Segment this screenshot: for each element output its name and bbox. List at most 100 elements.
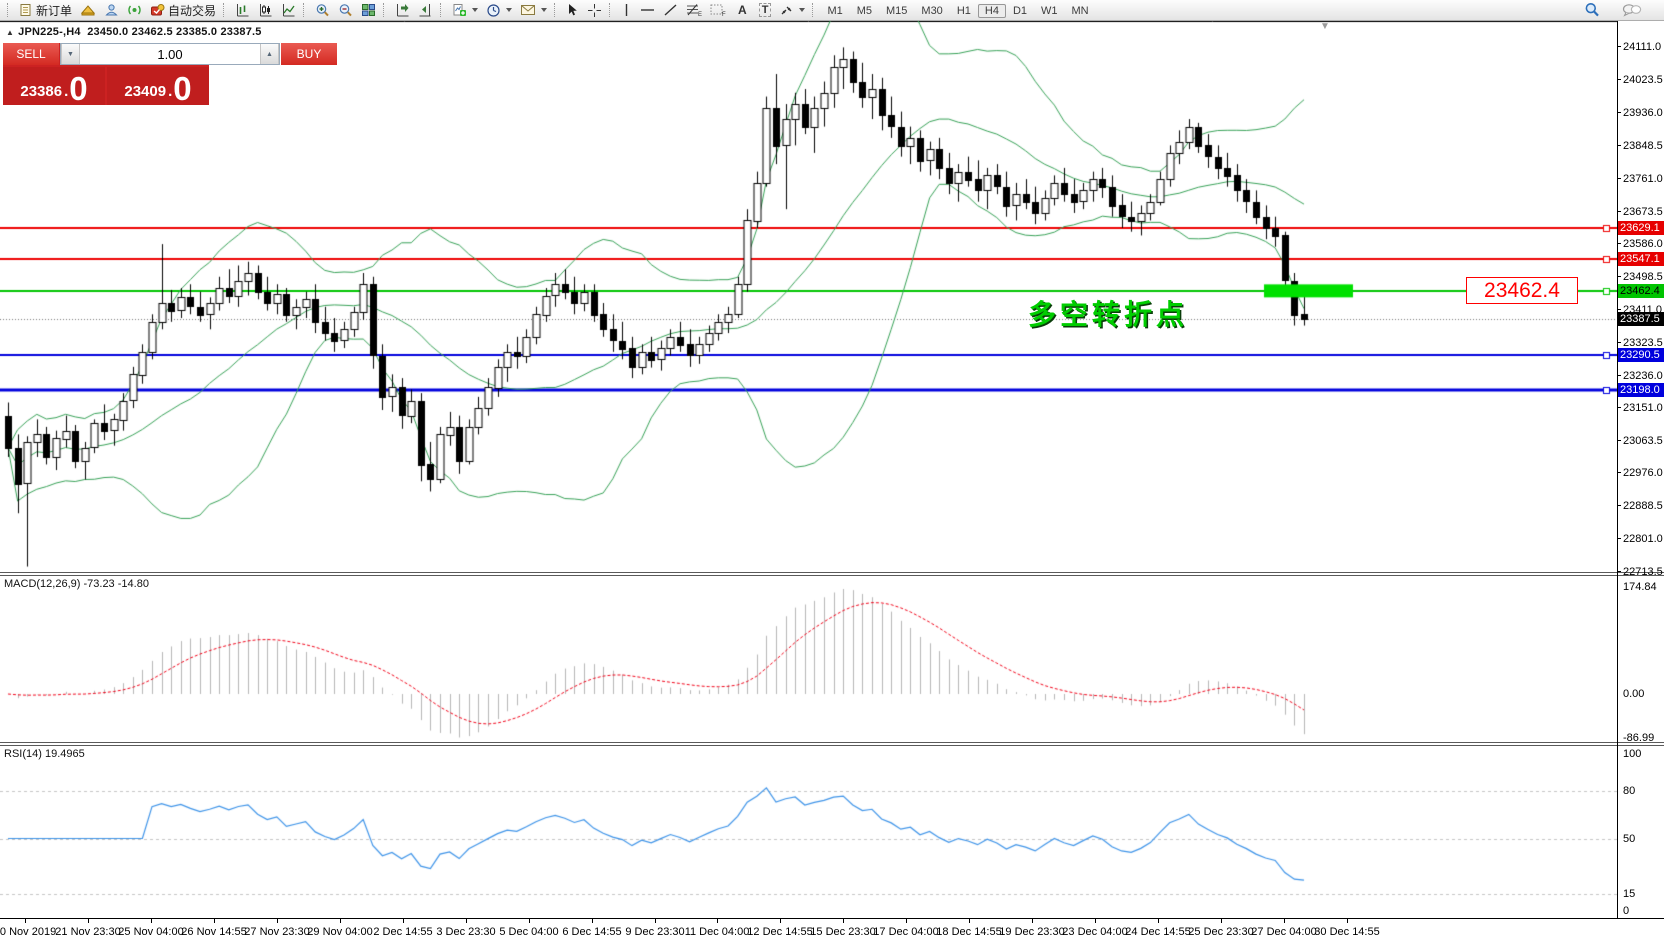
timeframe-w1-button[interactable]: W1 <box>1041 5 1058 17</box>
svg-text:F: F <box>722 12 726 17</box>
price-callout-label[interactable]: 23462.4 <box>1466 277 1578 304</box>
volume-decrease-button[interactable]: ▼ <box>61 44 80 64</box>
tile-windows-button[interactable] <box>357 1 380 20</box>
timeframe-m5-button[interactable]: M5 <box>856 5 872 17</box>
chat-button[interactable] <box>1618 1 1646 20</box>
time-axis-label: 3 Dec 23:30 <box>436 926 496 938</box>
volume-input[interactable] <box>80 44 260 64</box>
time-axis-tick <box>843 919 844 923</box>
time-axis-tick <box>1095 919 1096 923</box>
zoom-out-icon <box>339 3 352 16</box>
buy-button[interactable]: BUY <box>281 43 337 65</box>
vertical-line-button[interactable] <box>617 1 636 20</box>
time-axis-tick <box>88 919 89 923</box>
time-axis[interactable]: 20 Nov 2019 21 Nov 23:30 25 Nov 04:00 26 No… <box>0 918 1664 946</box>
candlestick-chart-icon <box>260 4 272 17</box>
timeframe-h1-button[interactable]: H1 <box>956 5 971 17</box>
chart-shift-button[interactable] <box>414 1 437 20</box>
time-axis-tick <box>1347 919 1348 923</box>
price-axis-label: 23236.0 <box>1617 369 1663 382</box>
crosshair-button[interactable] <box>583 1 606 20</box>
toolbar-grip <box>303 3 306 17</box>
price-axis-label: 23063.5 <box>1617 434 1663 447</box>
timeframe-h4-button[interactable]: H4 <box>977 4 1006 18</box>
new-order-button[interactable]: 新订单 <box>15 1 76 20</box>
time-axis-label: 20 Nov 2019 <box>0 926 57 938</box>
candlestick-chart-button[interactable] <box>254 1 277 20</box>
cursor-button[interactable] <box>562 1 583 20</box>
text-label-button[interactable]: T <box>755 1 776 20</box>
macd-pane[interactable] <box>0 575 1617 742</box>
text-button[interactable]: A <box>730 1 755 20</box>
line-chart-button[interactable] <box>277 1 300 20</box>
sell-button[interactable]: SELL <box>3 43 59 65</box>
time-axis-tick <box>1221 919 1222 923</box>
sell-price-dot: . <box>64 83 69 100</box>
rsi-axis-label: 80 <box>1623 785 1636 797</box>
time-axis-label: 25 Nov 04:00 <box>118 926 184 938</box>
time-axis-label: 17 Dec 04:00 <box>873 926 939 938</box>
new-order-icon <box>20 4 31 16</box>
timeframe-m1-button[interactable]: M1 <box>827 5 843 17</box>
shift-marker-icon[interactable]: ▼ <box>1320 21 1330 32</box>
arrows-icon <box>781 6 792 15</box>
templates-button[interactable] <box>516 1 551 20</box>
zoom-out-button[interactable] <box>334 1 357 20</box>
toolbar-grip <box>7 3 10 17</box>
time-axis-label: 2 Dec 14:55 <box>373 926 433 938</box>
clock-icon <box>487 3 500 17</box>
profiles-icon <box>80 5 96 16</box>
rsi-pane[interactable] <box>0 745 1617 918</box>
zoom-in-button[interactable] <box>311 1 334 20</box>
search-button[interactable] <box>1580 1 1604 20</box>
trendline-button[interactable] <box>659 1 682 20</box>
time-axis-label: 6 Dec 14:55 <box>562 926 622 938</box>
bar-chart-button[interactable] <box>231 1 254 20</box>
sell-price-frac: 0 <box>69 69 88 107</box>
horizontal-line-button[interactable] <box>636 1 659 20</box>
volume-increase-button[interactable]: ▲ <box>260 44 279 64</box>
price-axis-label: 24111.0 <box>1616 41 1662 54</box>
indicators-button[interactable] <box>448 1 482 20</box>
toolbar-grip <box>383 3 386 17</box>
auto-scroll-button[interactable] <box>391 1 414 20</box>
cursor-icon <box>569 4 577 16</box>
rsi-axis-label: 0 <box>1623 905 1630 917</box>
volume-box: ▼ ▲ <box>60 43 280 65</box>
symbol-ohlc-values: 23450.0 23462.5 23385.0 23387.5 <box>87 26 262 38</box>
time-axis-tick <box>592 919 593 923</box>
time-axis-label: 11 Dec 04:00 <box>684 926 750 938</box>
signals-button[interactable] <box>123 1 146 20</box>
periods-button[interactable] <box>482 1 516 20</box>
time-axis-label: 25 Dec 23:30 <box>1188 926 1254 938</box>
arrows-button[interactable] <box>775 1 809 20</box>
chart-annotation-text[interactable]: 多空转折点 <box>1028 299 1189 330</box>
equidistant-channel-button[interactable]: F <box>706 1 730 20</box>
chart-window: ▲ JPN225-,H4 23450.0 23462.5 23385.0 2338… <box>0 21 1664 946</box>
timeframe-m30-button[interactable]: M30 <box>921 5 943 17</box>
time-axis-label: 12 Dec 14:55 <box>747 926 813 938</box>
price-tag-red: 23629.1 <box>1618 221 1664 236</box>
timeframe-mn-button[interactable]: MN <box>1071 5 1089 17</box>
price-axis-label: 22976.0 <box>1617 467 1663 480</box>
line-chart-icon <box>283 4 295 17</box>
time-axis-label: 30 Dec 14:55 <box>1314 926 1380 938</box>
price-tag-blue: 23198.0 <box>1618 383 1664 398</box>
fibonacci-button[interactable]: E <box>682 1 706 20</box>
sell-price[interactable]: 23386. 0 <box>3 67 105 105</box>
timeframe-d1-button[interactable]: D1 <box>1012 5 1027 17</box>
timeframe-m15-button[interactable]: M15 <box>886 5 908 17</box>
macd-axis-label: -86.99 <box>1623 732 1655 744</box>
time-axis-label: 19 Dec 23:30 <box>999 926 1065 938</box>
macd-signal-value: -14.80 <box>117 578 149 590</box>
price-tag-black: 23387.5 <box>1618 311 1664 326</box>
buy-price[interactable]: 23409. 0 <box>107 67 209 105</box>
price-axis-label: 23498.5 <box>1617 271 1663 284</box>
community-button[interactable] <box>100 1 123 20</box>
collapse-panel-icon[interactable]: ▲ <box>6 28 15 37</box>
time-axis-label: 27 Dec 04:00 <box>1251 926 1317 938</box>
autotrade-button[interactable]: 自动交易 <box>146 1 220 20</box>
profiles-button[interactable] <box>76 1 100 20</box>
symbol-info: ▲ JPN225-,H4 23450.0 23462.5 23385.0 2338… <box>6 26 262 38</box>
price-chart-pane[interactable] <box>0 21 1617 572</box>
